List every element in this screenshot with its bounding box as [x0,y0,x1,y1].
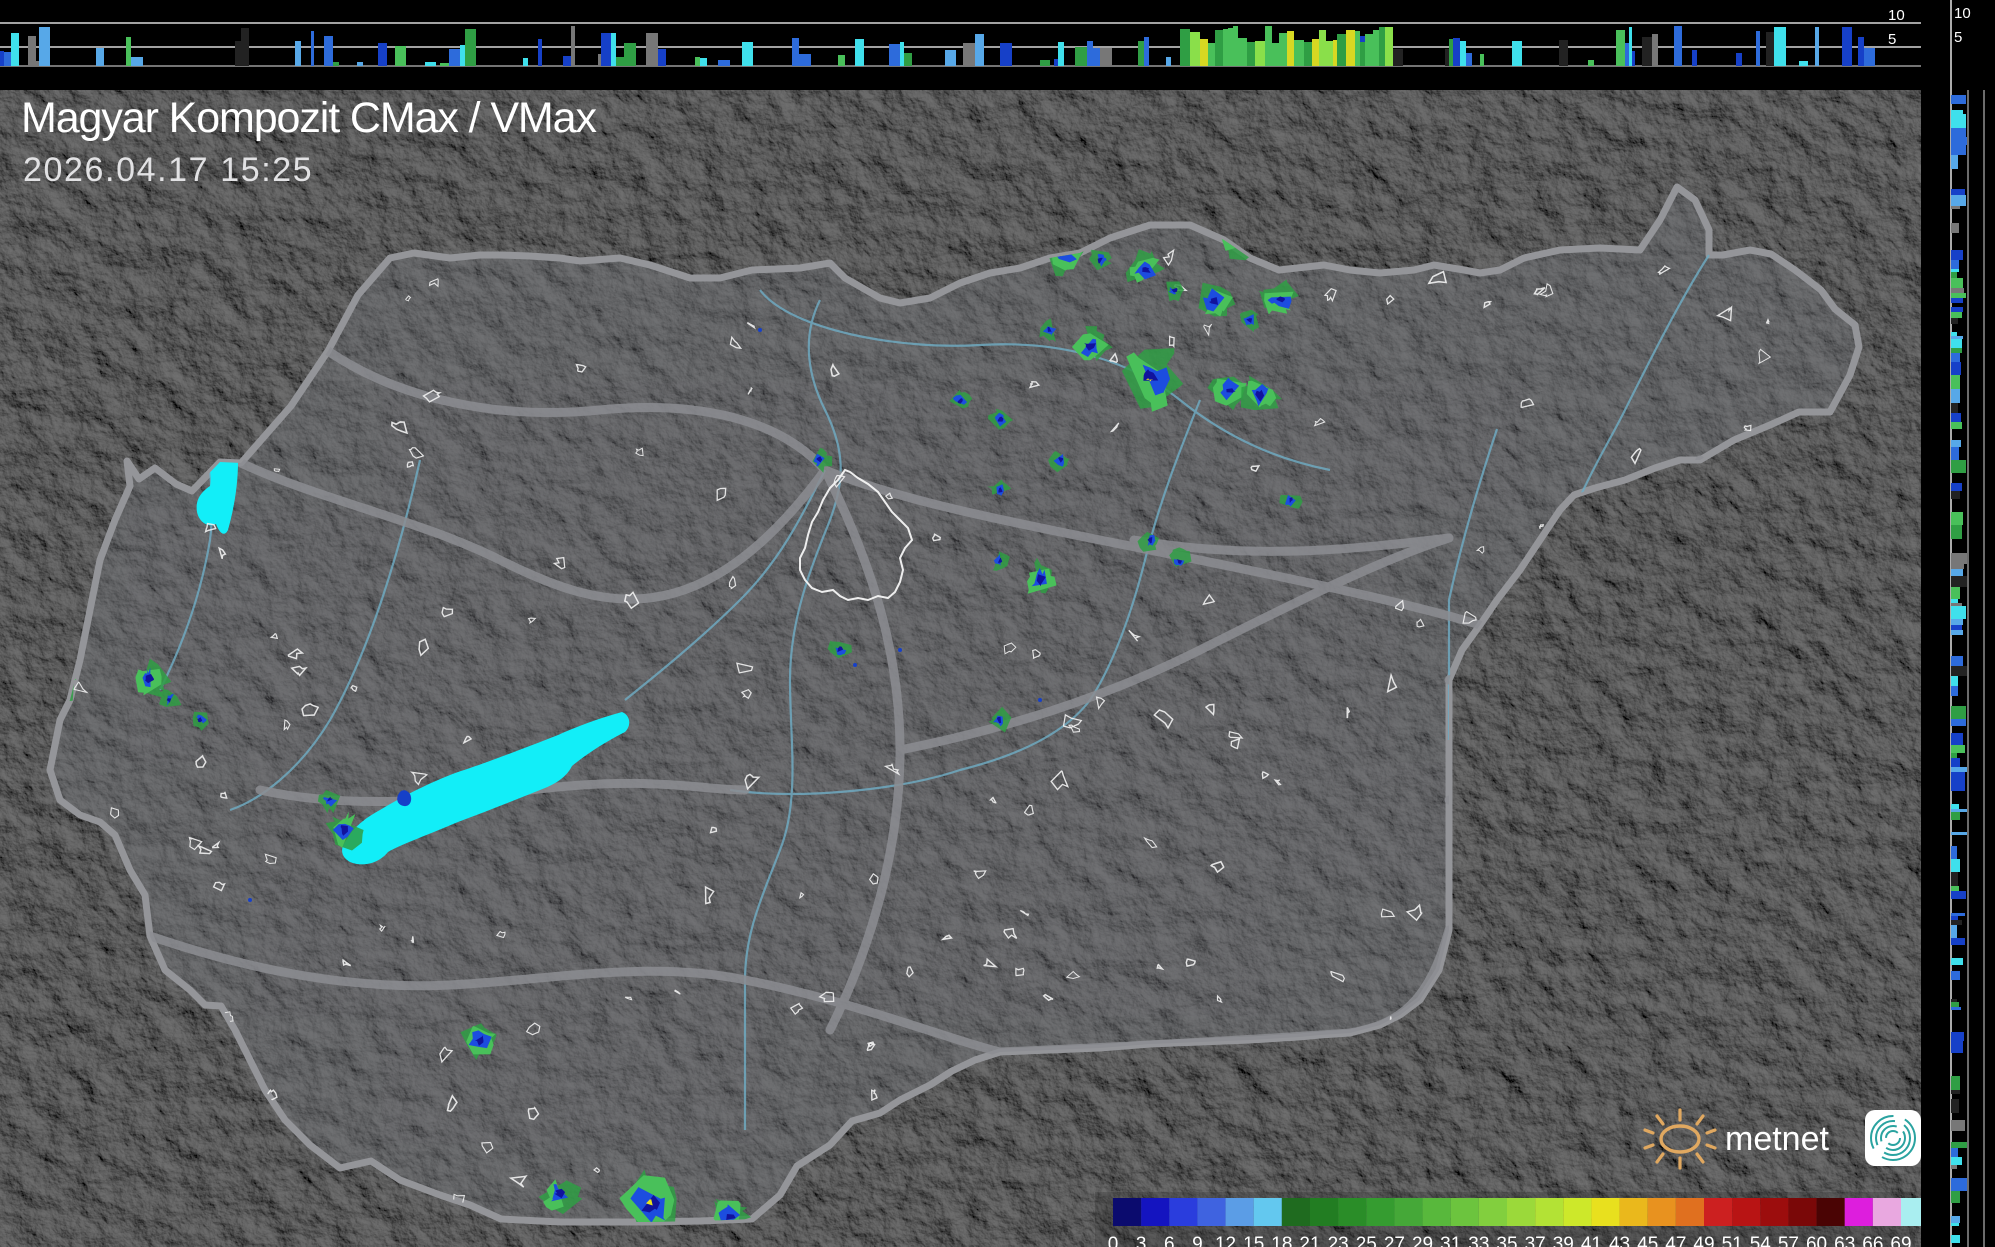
svg-text:10: 10 [1888,7,1905,24]
svg-text:10: 10 [1954,5,1971,22]
svg-text:5: 5 [1888,31,1896,48]
svg-text:metnet: metnet [1725,1120,1829,1158]
svg-text:5: 5 [1954,29,1962,46]
